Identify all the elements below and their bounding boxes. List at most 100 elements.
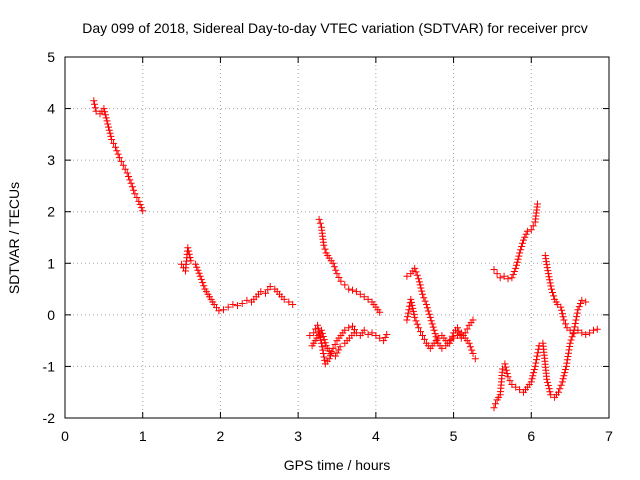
- x-tick-label: 5: [450, 428, 458, 444]
- data-point: [506, 377, 514, 385]
- data-point: [508, 274, 516, 282]
- series-prn-h: [490, 200, 541, 283]
- data-point: [123, 169, 131, 177]
- data-point: [337, 277, 345, 285]
- y-tick-label: -1: [43, 358, 56, 374]
- x-axis-label: GPS time / hours: [284, 457, 391, 473]
- data-point: [112, 143, 119, 151]
- data-point: [575, 303, 583, 311]
- data-point: [549, 289, 556, 296]
- data-point: [321, 245, 329, 253]
- data-point: [115, 154, 123, 162]
- data-series: [90, 97, 601, 412]
- data-point: [574, 326, 582, 334]
- data-point: [195, 269, 203, 277]
- data-point: [557, 303, 565, 311]
- data-point: [197, 275, 205, 283]
- data-point: [345, 285, 353, 293]
- data-point: [513, 258, 521, 266]
- data-point: [417, 328, 424, 336]
- y-tick-labels: -2 -1 0 1 2 3 4 5: [43, 49, 56, 426]
- data-point: [490, 404, 498, 412]
- data-point: [442, 337, 450, 345]
- data-point: [544, 270, 552, 278]
- data-point: [421, 297, 429, 305]
- data-point: [534, 349, 542, 357]
- data-point: [544, 382, 552, 389]
- data-point: [558, 378, 566, 386]
- data-point: [234, 302, 241, 310]
- data-point: [335, 346, 343, 354]
- y-tick-label: 2: [47, 204, 55, 220]
- series-prn-c: [315, 215, 384, 316]
- data-point: [224, 303, 232, 311]
- data-point: [561, 369, 569, 377]
- data-point: [455, 327, 463, 335]
- data-point: [356, 290, 364, 298]
- data-point: [137, 204, 145, 212]
- data-point: [329, 259, 337, 267]
- data-point: [465, 339, 473, 347]
- data-point: [568, 333, 576, 341]
- data-point: [563, 359, 571, 367]
- data-point: [425, 310, 433, 318]
- data-point: [185, 247, 193, 255]
- data-point: [238, 300, 246, 307]
- data-point: [380, 337, 388, 345]
- data-point: [469, 316, 477, 324]
- x-tick-label: 1: [139, 428, 147, 444]
- data-point: [104, 120, 112, 128]
- data-point: [533, 356, 540, 364]
- data-point: [125, 173, 132, 180]
- data-point: [332, 266, 340, 274]
- data-point: [318, 326, 325, 334]
- data-point: [569, 330, 577, 338]
- data-point: [341, 326, 349, 334]
- data-point: [562, 366, 569, 373]
- data-point: [314, 321, 322, 329]
- data-point: [522, 230, 530, 238]
- data-point: [121, 165, 129, 173]
- data-point: [220, 306, 227, 314]
- data-point: [193, 263, 201, 271]
- data-point: [243, 296, 251, 304]
- data-point: [504, 373, 512, 381]
- data-point: [530, 366, 538, 373]
- data-point: [573, 313, 581, 321]
- data-point: [424, 307, 432, 315]
- series-prn-i: [490, 296, 590, 412]
- data-point: [318, 329, 326, 337]
- data-point: [413, 320, 421, 328]
- series-prn-a: [90, 97, 147, 215]
- data-point: [530, 369, 538, 377]
- data-point: [194, 266, 202, 274]
- data-point: [571, 323, 579, 331]
- data-point: [333, 270, 341, 278]
- data-point: [349, 286, 356, 294]
- x-tick-label: 2: [217, 428, 225, 444]
- data-point: [128, 183, 136, 191]
- y-axis-label: SDTVAR / TECUs: [6, 182, 22, 294]
- data-point: [306, 332, 314, 339]
- data-point: [341, 281, 349, 289]
- series-prn-j: [541, 252, 601, 338]
- data-point: [280, 295, 288, 303]
- y-tick-label: 4: [47, 101, 55, 117]
- data-point: [364, 295, 372, 303]
- data-point: [325, 355, 333, 363]
- data-point: [448, 332, 456, 340]
- data-point: [593, 325, 601, 333]
- y-tick-label: 0: [47, 307, 55, 323]
- data-point: [567, 336, 575, 344]
- data-point: [350, 329, 358, 337]
- data-point: [319, 350, 327, 357]
- series-prn-d: [306, 321, 391, 368]
- data-point: [106, 129, 114, 137]
- y-tick-label: 3: [47, 152, 55, 168]
- data-point: [546, 279, 554, 287]
- data-point: [215, 307, 223, 315]
- series-prn-b: [178, 244, 297, 315]
- data-point: [327, 350, 335, 357]
- data-point: [550, 292, 558, 300]
- data-point: [532, 359, 540, 367]
